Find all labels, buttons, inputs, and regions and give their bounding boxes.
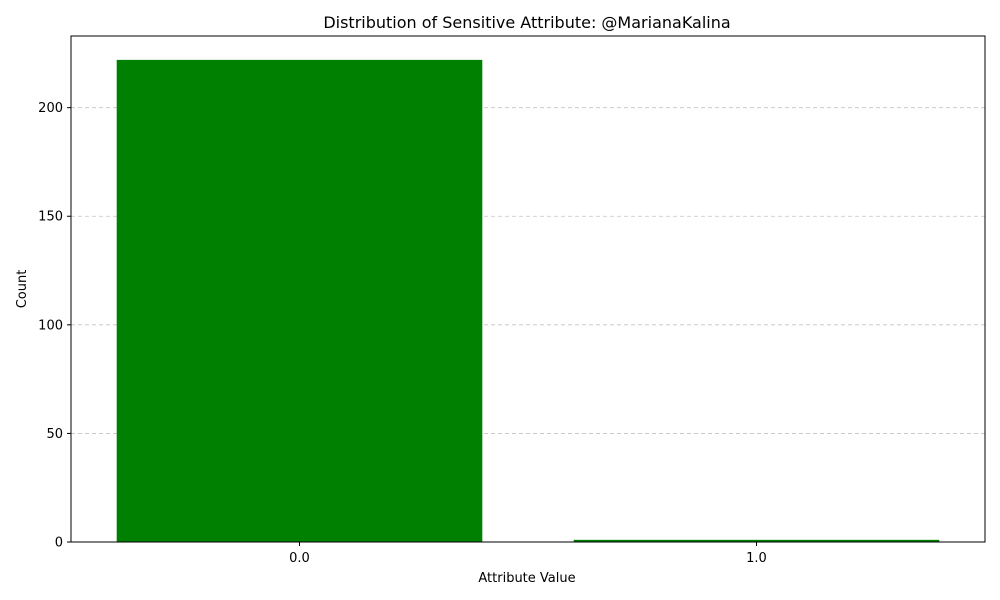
y-axis-label: Count: [15, 270, 30, 309]
bars: [116, 59, 940, 542]
grid-lines: [71, 107, 985, 434]
y-tick-label: 100: [38, 318, 63, 333]
y-axis-ticks: 0 50 100 150 200: [38, 101, 71, 551]
x-tick-label: 1.0: [746, 551, 767, 566]
bar-0-0: [116, 59, 483, 542]
y-tick-label: 0: [55, 536, 63, 551]
x-axis-label: Attribute Value: [478, 571, 575, 586]
y-tick-label: 200: [38, 101, 63, 116]
x-axis-ticks: 0.0 1.0: [289, 542, 767, 566]
bar-1-0: [573, 539, 940, 542]
y-tick-label: 150: [38, 210, 63, 225]
chart-title: Distribution of Sensitive Attribute: @Ma…: [323, 13, 730, 32]
x-tick-label: 0.0: [289, 551, 310, 566]
plot-frame: [70, 35, 986, 543]
y-tick-label: 50: [46, 427, 63, 442]
